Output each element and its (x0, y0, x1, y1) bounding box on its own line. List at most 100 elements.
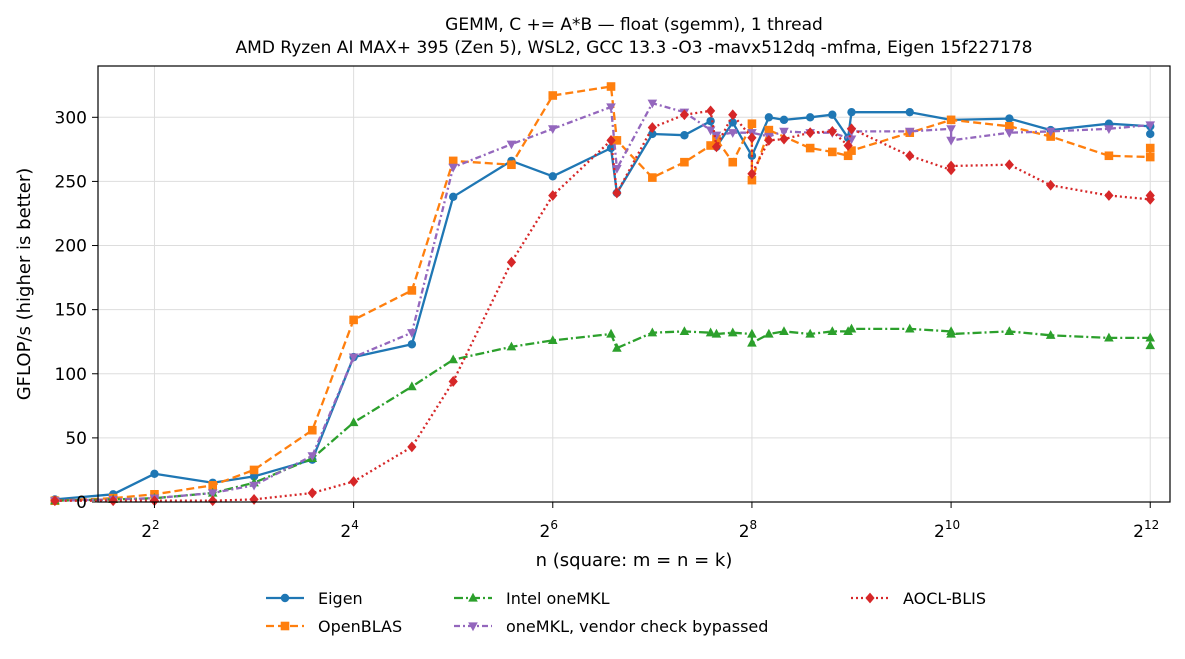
data-point (764, 134, 774, 146)
data-point (1004, 159, 1014, 171)
data-point (747, 132, 757, 144)
data-point (249, 465, 259, 475)
data-point (612, 342, 622, 352)
data-point (1046, 179, 1056, 191)
data-point (728, 109, 738, 121)
data-point (407, 381, 417, 391)
data-point (706, 141, 715, 150)
data-point (747, 337, 757, 347)
data-point (547, 335, 558, 345)
plot-frame (97, 65, 1171, 503)
data-point (548, 190, 558, 201)
data-point (150, 469, 159, 478)
data-point (647, 327, 658, 337)
data-point (679, 109, 690, 121)
data-point (448, 156, 458, 166)
data-point (711, 328, 722, 338)
legend: Eigen OpenBLAS Intel oneMKL oneMKL, vendor … (266, 589, 986, 636)
series-intel-onemkl (50, 323, 1156, 505)
x-tick-label: 22 (141, 518, 159, 542)
data-point (606, 134, 616, 146)
axis-ticks: 22 24 26 28 210 212 0 50 100 150 200 250 300 (55, 108, 1160, 542)
data-point (348, 417, 359, 427)
series-line (54, 109, 1152, 502)
y-tick-label: 200 (55, 237, 87, 257)
data-point (847, 146, 856, 155)
data-point (946, 115, 956, 125)
x-tick-label: 24 (340, 518, 358, 542)
legend-item: Eigen (266, 589, 363, 608)
series-openblas (50, 82, 1155, 506)
data-point (307, 487, 317, 499)
data-point (349, 476, 359, 487)
data-point (847, 107, 856, 117)
data-point (846, 323, 857, 333)
data-point (1005, 121, 1014, 131)
data-point (149, 495, 160, 507)
data-point (307, 452, 318, 462)
data-point (946, 160, 956, 172)
legend-label: OpenBLAS (318, 617, 402, 636)
data-point (779, 326, 789, 336)
data-point (764, 328, 774, 338)
data-point (706, 105, 716, 117)
data-point (727, 129, 738, 138)
data-point (448, 192, 458, 201)
legend-item: OpenBLAS (266, 617, 402, 636)
legend-marker (865, 592, 875, 604)
data-point (1005, 114, 1014, 123)
legend-marker (468, 592, 478, 602)
data-point (705, 327, 716, 337)
data-point (905, 150, 915, 162)
x-axis-label: n (square: m = n = k) (536, 550, 733, 571)
legend-label: Intel oneMKL (506, 589, 610, 608)
data-point (827, 126, 837, 137)
data-point (307, 425, 317, 435)
data-point (612, 136, 622, 145)
legend-item: AOCL-BLIS (851, 589, 986, 608)
data-point (448, 163, 458, 173)
data-point (727, 327, 738, 337)
data-point (108, 495, 118, 507)
data-point (407, 329, 417, 338)
legend-label: oneMKL, vendor check bypassed (506, 617, 768, 636)
data-point (805, 143, 815, 153)
data-point (846, 135, 857, 145)
x-tick-label: 212 (1133, 518, 1159, 542)
data-point (548, 91, 558, 100)
data-point (805, 328, 815, 338)
y-tick-label: 0 (76, 493, 87, 513)
data-point (208, 481, 218, 490)
x-tick-label: 28 (739, 518, 757, 542)
data-point (747, 328, 757, 338)
data-point (843, 151, 853, 161)
data-point (1104, 151, 1114, 161)
data-point (548, 172, 557, 181)
legend-item: oneMKL, vendor check bypassed (454, 617, 768, 636)
data-point (606, 143, 616, 153)
data-point (648, 129, 657, 139)
series-line (54, 327, 1152, 502)
data-point (612, 164, 622, 174)
data-point (208, 495, 218, 507)
data-point (706, 116, 715, 126)
data-point (506, 140, 517, 150)
data-point (407, 441, 417, 453)
legend-item: Intel oneMKL (454, 589, 610, 608)
data-point (1104, 125, 1114, 135)
data-point (1145, 121, 1156, 131)
data-point (946, 125, 956, 135)
data-point (805, 113, 815, 122)
data-point (547, 125, 558, 135)
data-point (1104, 190, 1114, 201)
legend-label: Eigen (318, 589, 363, 608)
data-point (764, 125, 774, 135)
data-point (747, 119, 757, 129)
series-eigen (50, 107, 1155, 504)
data-point (779, 115, 789, 125)
data-point (407, 340, 417, 349)
data-point (805, 127, 815, 139)
data-point (448, 376, 458, 387)
data-point (680, 157, 689, 167)
